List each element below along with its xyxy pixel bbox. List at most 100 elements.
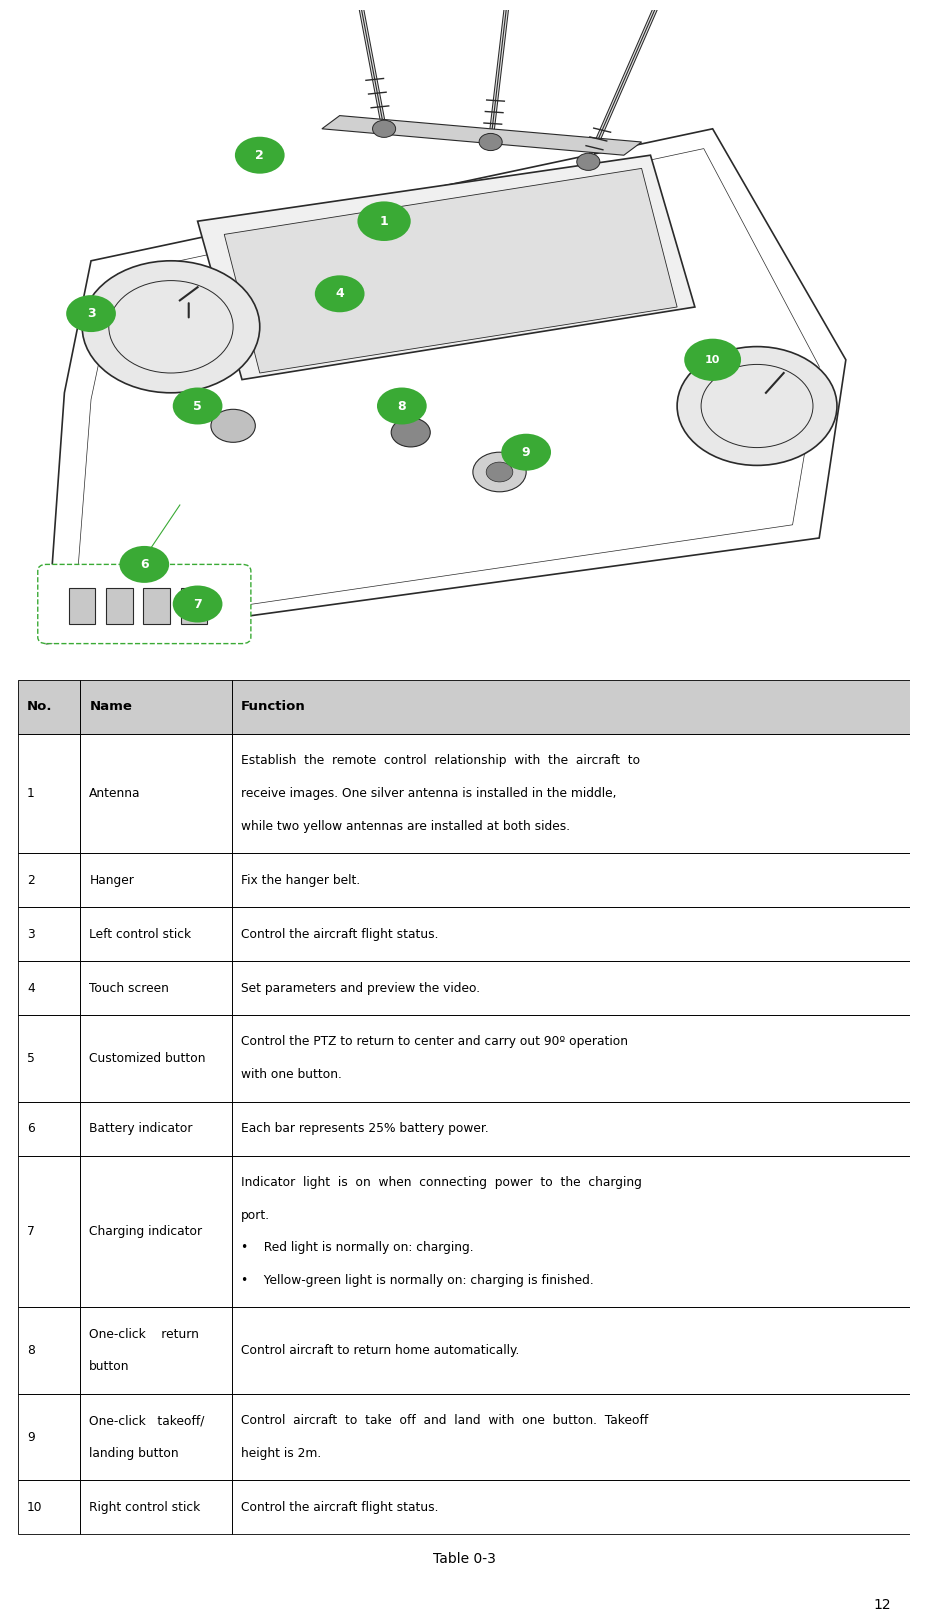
Bar (81, 1155, 232, 1307)
Circle shape (357, 201, 411, 241)
Text: 9: 9 (27, 1430, 34, 1443)
Text: Antenna: Antenna (89, 787, 141, 800)
Bar (18, 1393, 81, 1481)
Text: 3: 3 (86, 308, 95, 321)
Bar (144, 588, 170, 624)
Text: 2: 2 (27, 873, 34, 886)
Text: Control the aircraft flight status.: Control the aircraft flight status. (241, 928, 438, 941)
Text: Control the aircraft flight status.: Control the aircraft flight status. (241, 1500, 438, 1515)
Bar (81, 1393, 232, 1481)
Bar (81, 1481, 232, 1534)
Text: height is 2m.: height is 2m. (241, 1447, 321, 1460)
Text: Control aircraft to return home automatically.: Control aircraft to return home automati… (241, 1345, 519, 1358)
Text: 10: 10 (27, 1500, 43, 1515)
Bar (81, 1102, 232, 1155)
Circle shape (376, 387, 426, 424)
Bar (18, 680, 81, 734)
Text: No.: No. (27, 700, 52, 713)
Circle shape (235, 136, 285, 173)
Bar (18, 1307, 81, 1393)
Text: with one button.: with one button. (241, 1068, 341, 1081)
Text: 10: 10 (705, 355, 719, 364)
Text: 1: 1 (379, 215, 388, 228)
Text: Control the PTZ to return to center and carry out 90º operation: Control the PTZ to return to center and … (241, 1035, 628, 1048)
Text: Each bar represents 25% battery power.: Each bar represents 25% battery power. (241, 1123, 489, 1136)
Bar (106, 588, 133, 624)
Bar (232, 1307, 909, 1393)
Text: Charging indicator: Charging indicator (89, 1225, 202, 1238)
Text: Right control stick: Right control stick (89, 1500, 200, 1515)
Bar (18, 854, 81, 907)
Circle shape (210, 410, 255, 442)
Circle shape (683, 339, 741, 381)
Text: Control  aircraft  to  take  off  and  land  with  one  button.  Takeoff: Control aircraft to take off and land wi… (241, 1414, 648, 1427)
Circle shape (314, 275, 364, 313)
Bar (232, 961, 909, 1016)
Text: receive images. One silver antenna is installed in the middle,: receive images. One silver antenna is in… (241, 787, 616, 800)
Text: Fix the hanger belt.: Fix the hanger belt. (241, 873, 360, 886)
Polygon shape (224, 168, 677, 373)
Bar (232, 1481, 909, 1534)
Text: Hanger: Hanger (89, 873, 134, 886)
Bar (81, 734, 232, 854)
Bar (232, 1016, 909, 1102)
Circle shape (172, 387, 222, 424)
Text: 4: 4 (335, 287, 344, 300)
Text: 4: 4 (27, 982, 34, 995)
Text: Customized button: Customized button (89, 1051, 206, 1064)
Text: One-click    return: One-click return (89, 1328, 199, 1341)
Text: Indicator  light  is  on  when  connecting  power  to  the  charging: Indicator light is on when connecting po… (241, 1176, 641, 1189)
Bar (18, 907, 81, 961)
Bar (18, 1481, 81, 1534)
Text: •    Yellow-green light is normally on: charging is finished.: • Yellow-green light is normally on: cha… (241, 1273, 593, 1286)
Circle shape (120, 546, 169, 583)
Bar (69, 588, 95, 624)
Bar (232, 1155, 909, 1307)
Text: One-click   takeoff/: One-click takeoff/ (89, 1414, 205, 1427)
Circle shape (83, 261, 260, 392)
Circle shape (391, 418, 430, 447)
Bar (18, 680, 81, 734)
Text: while two yellow antennas are installed at both sides.: while two yellow antennas are installed … (241, 820, 569, 833)
Text: Name: Name (89, 700, 132, 713)
Text: 1: 1 (27, 787, 34, 800)
Bar (81, 961, 232, 1016)
Bar (232, 680, 909, 734)
Bar (81, 854, 232, 907)
Text: Establish  the  remote  control  relationship  with  the  aircraft  to: Establish the remote control relationshi… (241, 755, 640, 768)
Text: Touch screen: Touch screen (89, 982, 169, 995)
Text: 8: 8 (397, 400, 406, 413)
Circle shape (473, 452, 526, 492)
Text: port.: port. (241, 1209, 270, 1221)
Bar (232, 907, 909, 961)
Text: 7: 7 (193, 598, 202, 611)
Bar (81, 1307, 232, 1393)
Bar (81, 1016, 232, 1102)
Bar (232, 854, 909, 907)
Circle shape (677, 347, 836, 465)
Polygon shape (197, 156, 694, 379)
Circle shape (501, 434, 551, 471)
Bar (81, 907, 232, 961)
Bar (232, 734, 909, 854)
Bar (18, 1155, 81, 1307)
Circle shape (372, 120, 395, 138)
Text: •    Red light is normally on: charging.: • Red light is normally on: charging. (241, 1241, 473, 1254)
Bar (18, 734, 81, 854)
Text: Function: Function (241, 700, 305, 713)
Text: Figure 0-9: Figure 0-9 (429, 697, 498, 711)
Bar (18, 1102, 81, 1155)
Text: 9: 9 (521, 446, 530, 458)
Text: 8: 8 (27, 1345, 34, 1358)
Circle shape (172, 585, 222, 622)
FancyBboxPatch shape (38, 564, 250, 643)
Text: 7: 7 (27, 1225, 34, 1238)
Text: Set parameters and preview the video.: Set parameters and preview the video. (241, 982, 479, 995)
Bar (181, 588, 207, 624)
Text: 2: 2 (255, 149, 264, 162)
Text: Battery indicator: Battery indicator (89, 1123, 193, 1136)
Circle shape (577, 154, 599, 170)
Text: 5: 5 (193, 400, 202, 413)
Bar (232, 1393, 909, 1481)
Text: Table 0-3: Table 0-3 (432, 1552, 495, 1567)
